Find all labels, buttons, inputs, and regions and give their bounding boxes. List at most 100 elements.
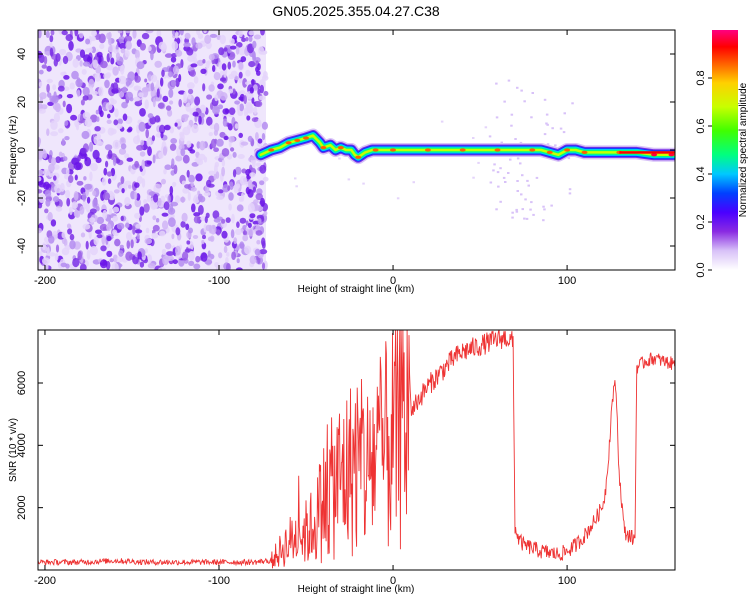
noise-blob	[80, 147, 87, 154]
noise-blob	[164, 53, 173, 58]
noise-blob	[132, 225, 136, 235]
noise-blob	[254, 248, 261, 256]
noise-blob	[257, 138, 263, 144]
noise-blob	[92, 190, 97, 197]
noise-blob	[213, 72, 221, 81]
noise-blob	[257, 88, 261, 96]
noise-blob	[109, 258, 114, 263]
noise-blob	[113, 119, 119, 126]
noise-blob	[65, 263, 70, 269]
noise-blob	[242, 78, 248, 88]
noise-blob	[115, 52, 121, 61]
noise-blob	[93, 236, 99, 246]
noise-blob	[62, 55, 69, 65]
noise-blob	[245, 220, 249, 226]
noise-blob	[91, 30, 97, 37]
noise-blob	[144, 78, 148, 83]
noise-blob	[223, 245, 228, 253]
noise-blob	[99, 259, 108, 269]
noise-blob	[253, 84, 258, 92]
noise-blob	[125, 231, 132, 241]
sparse-point	[546, 143, 550, 146]
noise-blob	[79, 205, 85, 215]
noise-blob	[172, 181, 177, 187]
noise-blob	[261, 237, 266, 247]
sparse-point	[396, 197, 400, 200]
noise-blob	[38, 182, 47, 188]
noise-blob	[170, 56, 177, 63]
noise-blob	[136, 233, 140, 240]
noise-blob	[47, 92, 52, 98]
sparse-point	[489, 181, 493, 184]
noise-blob	[145, 227, 150, 234]
noise-blob	[196, 30, 201, 36]
noise-blob	[258, 46, 265, 55]
ridge-hotspot	[355, 155, 362, 159]
noise-blob	[120, 47, 126, 54]
sparse-point	[532, 213, 535, 216]
noise-blob	[226, 263, 231, 270]
noise-blob	[209, 33, 218, 38]
noise-blob	[147, 46, 152, 52]
noise-blob	[96, 216, 105, 225]
noise-blob	[65, 189, 71, 199]
noise-blob	[181, 212, 188, 222]
noise-blob	[167, 109, 173, 117]
noise-blob	[128, 184, 132, 189]
noise-blob	[255, 162, 262, 167]
sparse-point	[525, 217, 529, 220]
noise-blob	[110, 128, 117, 135]
noise-blob	[48, 235, 55, 244]
noise-blob	[234, 166, 242, 175]
sparse-point	[497, 185, 500, 188]
noise-blob	[85, 240, 89, 250]
noise-blob	[198, 204, 204, 215]
noise-blob	[183, 42, 191, 48]
noise-blob	[61, 231, 66, 239]
noise-blob	[107, 149, 113, 159]
noise-blob	[221, 159, 226, 167]
noise-blob	[129, 97, 134, 102]
noise-blob	[186, 240, 191, 245]
sparse-point	[559, 127, 563, 130]
noise-blob	[90, 163, 98, 172]
noise-blob	[158, 197, 162, 206]
noise-blob	[234, 100, 241, 105]
noise-blob	[136, 61, 145, 70]
noise-blob	[80, 113, 84, 124]
noise-blob	[84, 183, 93, 190]
figure-title: GN05.2025.355.04.27.C38	[272, 3, 440, 19]
sparse-point	[524, 198, 527, 201]
x-tick-label: 0	[390, 275, 396, 287]
noise-blob	[221, 166, 226, 177]
noise-blob	[154, 115, 161, 123]
noise-blob	[66, 103, 73, 114]
noise-blob	[248, 35, 253, 43]
noise-blob	[188, 250, 195, 261]
noise-blob	[139, 43, 146, 51]
noise-blob	[221, 63, 227, 71]
noise-blob	[108, 208, 113, 215]
colorbar-tick-label: 0.0	[695, 262, 707, 277]
noise-blob	[249, 172, 256, 178]
noise-blob	[61, 138, 65, 146]
noise-blob	[249, 87, 254, 94]
noise-blob	[175, 245, 181, 256]
noise-blob	[212, 65, 216, 72]
noise-blob	[119, 137, 126, 146]
noise-blob	[199, 140, 206, 151]
noise-blob	[221, 148, 230, 157]
noise-blob	[48, 252, 56, 257]
noise-blob	[158, 41, 167, 50]
noise-blob	[202, 234, 206, 240]
noise-blob	[38, 251, 43, 257]
noise-blob	[80, 232, 86, 238]
noise-blob	[86, 196, 91, 204]
colorbar-label: Normalized spectral amplitude	[738, 82, 749, 217]
noise-blob	[112, 206, 120, 213]
noise-blob	[156, 30, 162, 38]
y-tick-label: -20	[16, 190, 28, 206]
noise-blob	[229, 181, 234, 190]
noise-blob	[183, 91, 187, 102]
noise-blob	[49, 35, 54, 43]
